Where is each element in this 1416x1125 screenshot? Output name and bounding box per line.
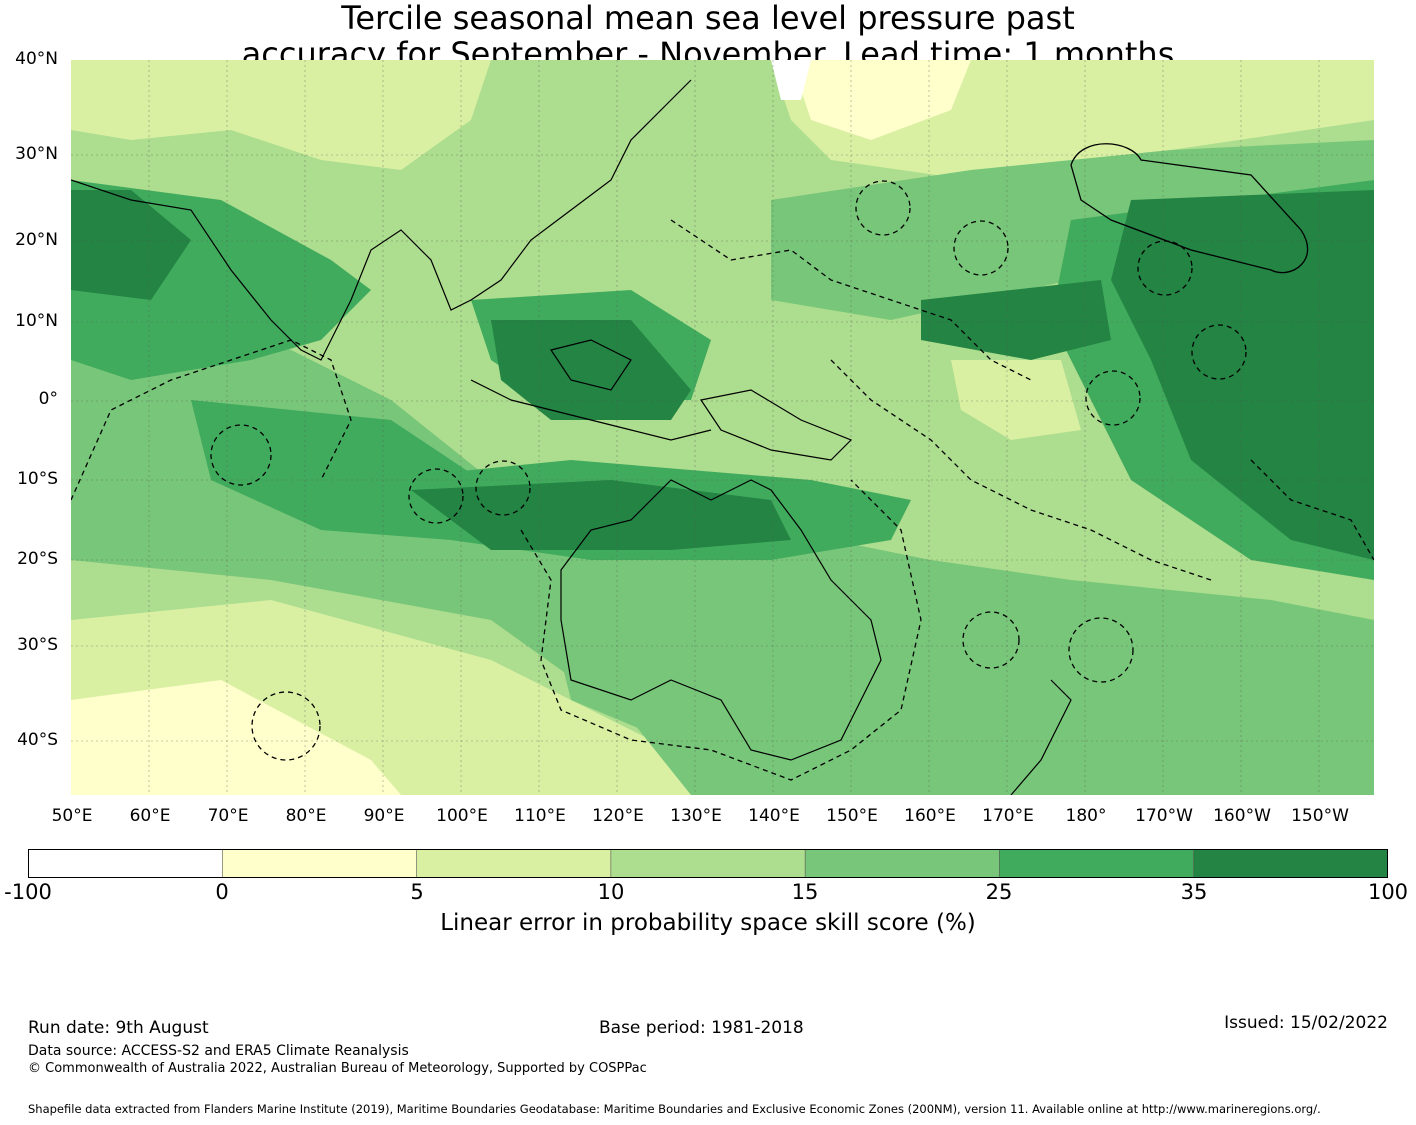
eez-pacific-north: [670, 219, 1032, 381]
colorbar-segment: [28, 849, 224, 878]
eez-circle: [251, 691, 321, 761]
graticule: [71, 60, 1374, 795]
region-skill-veryhigh-central: [921, 280, 1111, 360]
issued-date: Issued: 15/02/2022: [1224, 1013, 1388, 1033]
lat-label: 40°N: [15, 49, 58, 69]
eez-circle: [1085, 370, 1141, 426]
region-skill-negative: [771, 60, 811, 100]
colorbar-segment: [1193, 849, 1388, 878]
lon-label: 170°E: [982, 806, 1034, 826]
region-skill-veryhigh-pacific: [1111, 190, 1374, 560]
colorbar-segment: [804, 849, 1001, 878]
lon-label: 120°E: [592, 806, 644, 826]
lon-label: 50°E: [51, 806, 93, 826]
colorbar-segment: [416, 849, 612, 878]
lon-label: 160°E: [904, 806, 956, 826]
eez-circle: [475, 460, 531, 516]
coastlines: [71, 79, 1072, 795]
eez-pacific-east: [1250, 459, 1374, 561]
colorbar-label: Linear error in probability space skill …: [440, 910, 976, 936]
region-skill-verylow-south: [71, 680, 401, 795]
shapefile-credit: Shapefile data extracted from Flanders M…: [28, 1102, 1321, 1116]
eez-hawaii: [1070, 143, 1309, 274]
lon-label: 180°: [1065, 806, 1107, 826]
title-line-1: Tercile seasonal mean sea level pressure…: [341, 0, 1075, 37]
region-australia: [541, 560, 881, 760]
lat-label: 20°S: [17, 549, 58, 569]
colorbar-segment: [221, 849, 418, 878]
colorbar-tick: -100: [4, 880, 52, 904]
colorbar-segment: [999, 849, 1195, 878]
lon-label: 100°E: [436, 806, 488, 826]
skill-map-svg: [71, 60, 1374, 795]
skill-map: [71, 60, 1374, 795]
eez-boundaries: [71, 180, 1374, 781]
lon-label: 70°E: [207, 806, 249, 826]
colorbar-tick: 100: [1367, 880, 1409, 904]
colorbar: [28, 849, 1388, 878]
lat-label: 30°S: [17, 635, 58, 655]
eez-circle: [1137, 240, 1193, 296]
colorbar-tick: 15: [791, 880, 819, 904]
colorbar-tick: 25: [985, 880, 1013, 904]
lon-label: 140°E: [748, 806, 800, 826]
eez-circle: [962, 611, 1020, 669]
eez-circle: [855, 180, 911, 236]
lat-label: 20°N: [15, 230, 58, 250]
colorbar-tick: 10: [597, 880, 625, 904]
coastline-sumatra-java: [470, 379, 712, 441]
eez-pacific-central: [830, 359, 1212, 581]
region-skill-verylow-north: [791, 60, 971, 140]
lon-label: 130°E: [670, 806, 722, 826]
colorbar-segment: [610, 849, 806, 878]
coastline-borneo: [550, 339, 632, 391]
run-date: Run date: 9th August: [28, 1018, 209, 1038]
lon-label: 90°E: [363, 806, 405, 826]
colorbar-frame: [28, 849, 1388, 878]
colorbar-tick: 35: [1180, 880, 1208, 904]
data-source: Data source: ACCESS-S2 and ERA5 Climate …: [28, 1043, 409, 1059]
eez-circle: [1191, 324, 1247, 380]
eez-circle: [953, 220, 1009, 276]
lat-label: 30°N: [15, 144, 58, 164]
coastline-asia: [71, 79, 692, 361]
region-skill-veryhigh-indonesia: [491, 320, 691, 420]
coastline-new-zealand: [1010, 679, 1072, 795]
lon-label: 60°E: [129, 806, 171, 826]
region-skill-low-equator: [951, 360, 1081, 440]
lon-label: 110°E: [514, 806, 566, 826]
region-skill-low-nw: [71, 60, 491, 170]
lat-label: 40°S: [17, 730, 58, 750]
copyright: © Commonwealth of Australia 2022, Austra…: [28, 1061, 647, 1076]
eez-indian: [71, 339, 352, 501]
lon-label: 150°W: [1291, 806, 1349, 826]
eez-circle: [210, 424, 272, 486]
lon-label: 80°E: [285, 806, 327, 826]
eez-circle: [408, 468, 464, 524]
lat-label: 0°: [38, 389, 58, 409]
lon-label: 150°E: [826, 806, 878, 826]
colorbar-segments: [28, 849, 1388, 878]
lat-label: 10°S: [17, 469, 58, 489]
region-skill-veryhigh-arabia: [71, 190, 191, 300]
lat-label: 10°N: [15, 311, 58, 331]
region-skill-veryhigh-timor: [411, 480, 791, 550]
lon-label: 170°W: [1135, 806, 1193, 826]
coastline-new-guinea: [700, 389, 853, 461]
coastline-australia: [560, 479, 882, 761]
colorbar-tick: 5: [410, 880, 424, 904]
eez-circle: [1068, 617, 1134, 683]
lon-label: 160°W: [1213, 806, 1271, 826]
base-period: Base period: 1981-2018: [599, 1018, 804, 1038]
colorbar-tick: 0: [215, 880, 229, 904]
